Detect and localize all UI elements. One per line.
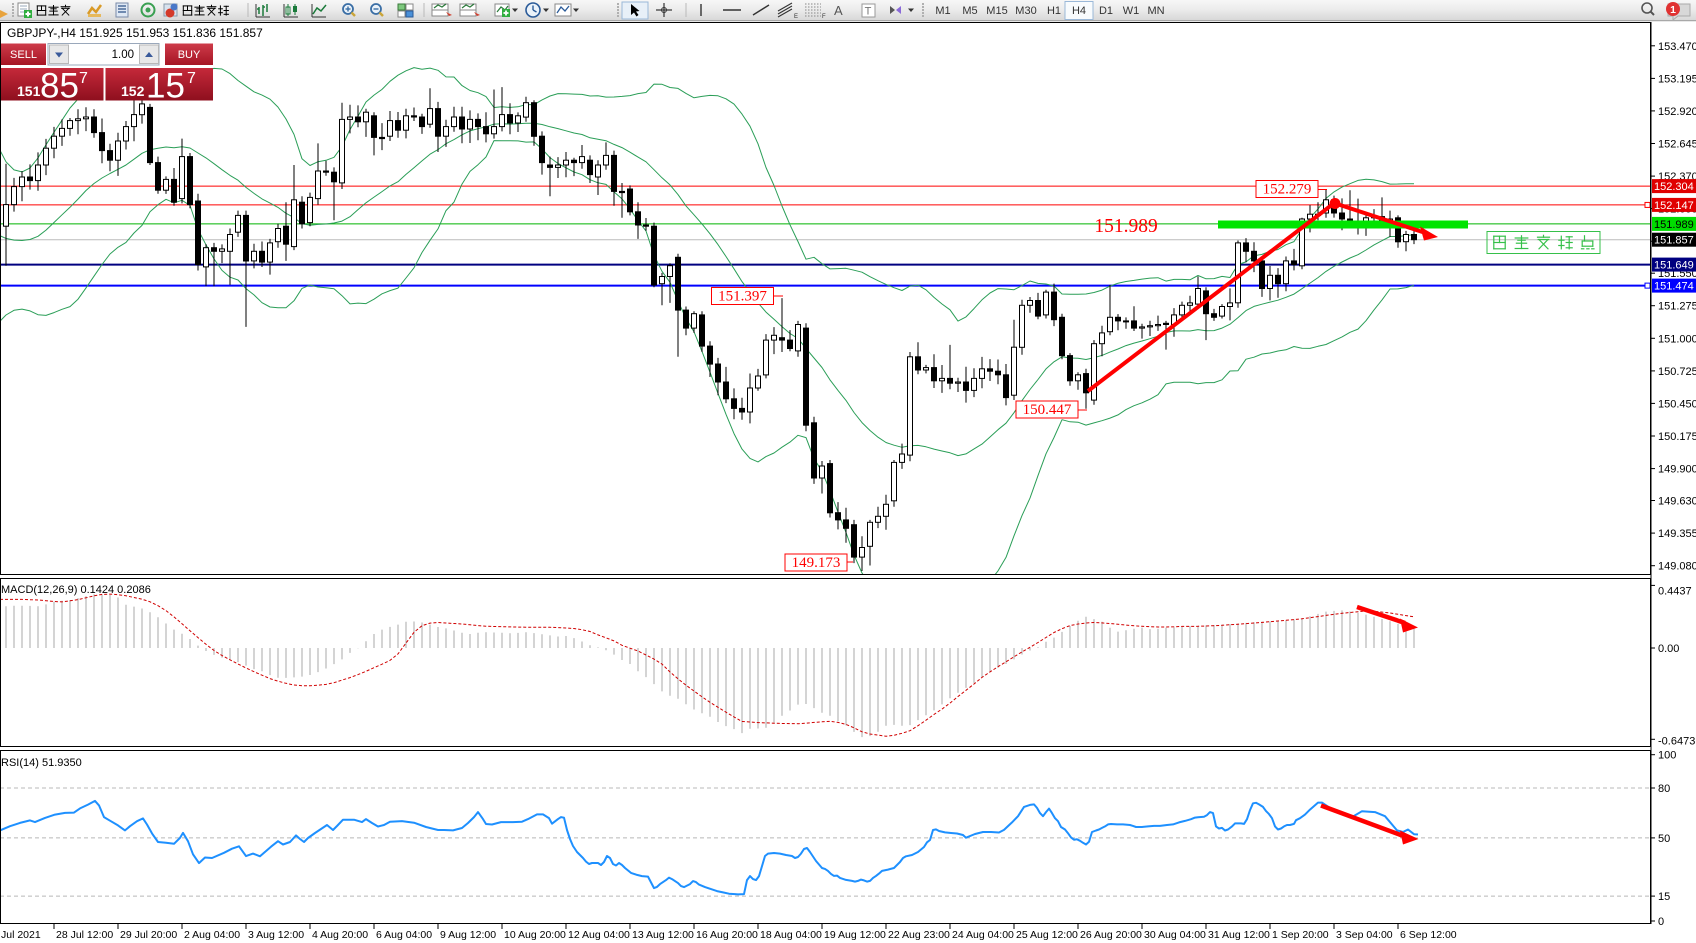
svg-text:149.355: 149.355 bbox=[1658, 528, 1696, 540]
svg-text:0.4437: 0.4437 bbox=[1658, 585, 1692, 597]
svg-text:85: 85 bbox=[40, 67, 79, 106]
svg-text:149.900: 149.900 bbox=[1658, 464, 1696, 476]
svg-text:151.989: 151.989 bbox=[1094, 216, 1157, 237]
svg-text:26 Aug 20:00: 26 Aug 20:00 bbox=[1080, 929, 1142, 941]
svg-text:153.195: 153.195 bbox=[1658, 73, 1696, 85]
svg-text:151.397: 151.397 bbox=[718, 289, 767, 305]
svg-text:4 Aug 20:00: 4 Aug 20:00 bbox=[312, 929, 368, 941]
svg-text:149.080: 149.080 bbox=[1658, 561, 1696, 573]
svg-text:GBPJPY-,H4 151.925 151.953 15: GBPJPY-,H4 151.925 151.953 151.836 151.8… bbox=[7, 26, 263, 40]
svg-text:150.725: 150.725 bbox=[1658, 366, 1696, 378]
svg-text:18 Aug 04:00: 18 Aug 04:00 bbox=[760, 929, 822, 941]
svg-text:1 Sep 20:00: 1 Sep 20:00 bbox=[1272, 929, 1329, 941]
svg-text:152.920: 152.920 bbox=[1658, 106, 1696, 118]
svg-text:F: F bbox=[822, 14, 826, 20]
svg-text:149.173: 149.173 bbox=[792, 555, 841, 571]
svg-text:151.989: 151.989 bbox=[1654, 219, 1694, 231]
svg-text:149.630: 149.630 bbox=[1658, 496, 1696, 508]
svg-text:152: 152 bbox=[121, 83, 145, 99]
svg-text:7: 7 bbox=[187, 70, 196, 87]
svg-text:152.645: 152.645 bbox=[1658, 139, 1696, 151]
svg-text:6 Sep 12:00: 6 Sep 12:00 bbox=[1400, 929, 1457, 941]
svg-text:3 Sep 04:00: 3 Sep 04:00 bbox=[1336, 929, 1393, 941]
svg-text:15: 15 bbox=[146, 67, 185, 106]
svg-text:M5: M5 bbox=[962, 5, 977, 17]
svg-text:150.447: 150.447 bbox=[1023, 402, 1072, 418]
svg-text:100: 100 bbox=[1658, 750, 1676, 762]
svg-text:6 Aug 04:00: 6 Aug 04:00 bbox=[376, 929, 432, 941]
svg-text:25 Aug 12:00: 25 Aug 12:00 bbox=[1016, 929, 1078, 941]
svg-text:152.279: 152.279 bbox=[1263, 182, 1312, 198]
svg-text:151.275: 151.275 bbox=[1658, 301, 1696, 313]
svg-text:152.304: 152.304 bbox=[1654, 181, 1694, 193]
svg-text:22 Aug 23:00: 22 Aug 23:00 bbox=[888, 929, 950, 941]
svg-text:W1: W1 bbox=[1123, 5, 1140, 17]
svg-text:30 Aug 04:00: 30 Aug 04:00 bbox=[1144, 929, 1206, 941]
svg-text:BUY: BUY bbox=[178, 49, 201, 61]
svg-text:19 Aug 12:00: 19 Aug 12:00 bbox=[824, 929, 886, 941]
svg-text:12 Aug 04:00: 12 Aug 04:00 bbox=[568, 929, 630, 941]
svg-text:9 Aug 12:00: 9 Aug 12:00 bbox=[440, 929, 496, 941]
svg-text:13 Aug 12:00: 13 Aug 12:00 bbox=[632, 929, 694, 941]
svg-text:16 Aug 20:00: 16 Aug 20:00 bbox=[696, 929, 758, 941]
svg-text:RSI(14) 51.9350: RSI(14) 51.9350 bbox=[1, 757, 82, 769]
svg-text:E: E bbox=[794, 14, 798, 20]
svg-text:1.00: 1.00 bbox=[112, 49, 134, 61]
svg-text:2 Aug 04:00: 2 Aug 04:00 bbox=[184, 929, 240, 941]
svg-text:28 Jul 12:00: 28 Jul 12:00 bbox=[56, 929, 113, 941]
svg-text:MACD(12,26,9) 0.1424 0.2086: MACD(12,26,9) 0.1424 0.2086 bbox=[1, 584, 151, 596]
svg-text:D1: D1 bbox=[1099, 5, 1113, 17]
svg-text:151.649: 151.649 bbox=[1654, 260, 1694, 272]
svg-text:-0.6473: -0.6473 bbox=[1658, 735, 1695, 747]
svg-text:H1: H1 bbox=[1047, 5, 1061, 17]
svg-text:A: A bbox=[834, 3, 843, 18]
svg-text:0: 0 bbox=[1658, 916, 1664, 928]
svg-text:M30: M30 bbox=[1015, 5, 1036, 17]
svg-text:50: 50 bbox=[1658, 833, 1670, 845]
svg-text:151: 151 bbox=[17, 83, 41, 99]
svg-text:80: 80 bbox=[1658, 783, 1670, 795]
svg-text:153.470: 153.470 bbox=[1658, 41, 1696, 53]
svg-text:SELL: SELL bbox=[10, 49, 37, 61]
svg-text:24 Aug 04:00: 24 Aug 04:00 bbox=[952, 929, 1014, 941]
svg-text:29 Jul 20:00: 29 Jul 20:00 bbox=[120, 929, 177, 941]
svg-text:MN: MN bbox=[1147, 5, 1164, 17]
svg-text:H4: H4 bbox=[1072, 5, 1086, 17]
svg-text:150.175: 150.175 bbox=[1658, 431, 1696, 443]
svg-text:31 Aug 12:00: 31 Aug 12:00 bbox=[1208, 929, 1270, 941]
svg-text:Jul 2021: Jul 2021 bbox=[1, 929, 41, 941]
svg-text:15: 15 bbox=[1658, 891, 1670, 903]
svg-text:7: 7 bbox=[79, 70, 88, 87]
svg-text:151.474: 151.474 bbox=[1654, 281, 1694, 293]
svg-text:150.450: 150.450 bbox=[1658, 398, 1696, 410]
svg-text:151.000: 151.000 bbox=[1658, 333, 1696, 345]
svg-text:T: T bbox=[865, 6, 872, 18]
svg-text:151.857: 151.857 bbox=[1654, 235, 1694, 247]
svg-text:1: 1 bbox=[1670, 4, 1676, 16]
svg-text:0.00: 0.00 bbox=[1658, 643, 1679, 655]
svg-text:152.147: 152.147 bbox=[1654, 200, 1694, 212]
svg-text:M1: M1 bbox=[935, 5, 950, 17]
svg-text:10 Aug 20:00: 10 Aug 20:00 bbox=[504, 929, 566, 941]
svg-text:M15: M15 bbox=[986, 5, 1007, 17]
svg-text:3 Aug 12:00: 3 Aug 12:00 bbox=[248, 929, 304, 941]
